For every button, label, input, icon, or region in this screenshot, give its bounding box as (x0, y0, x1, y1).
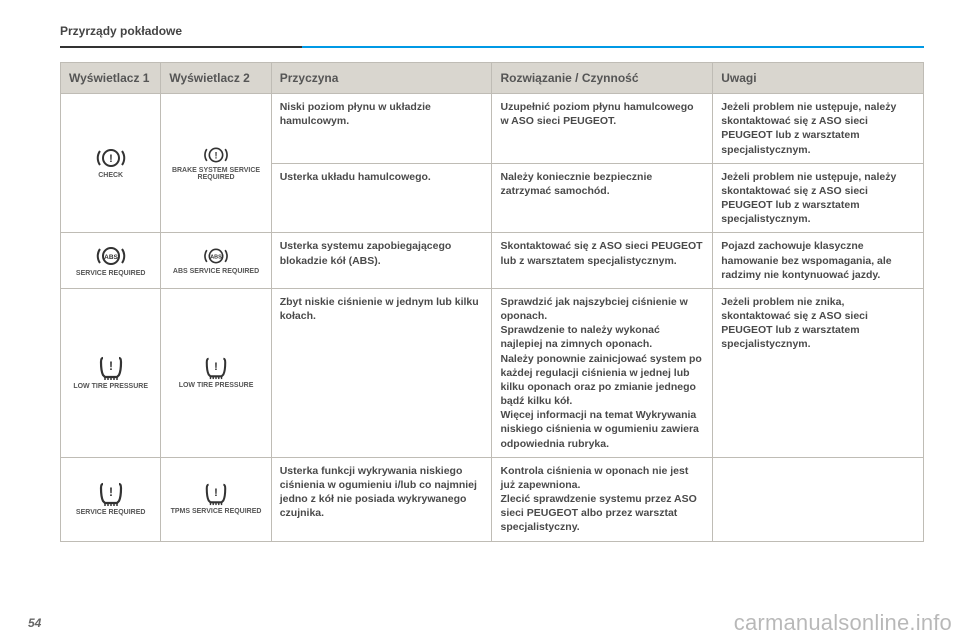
icon-caption: CHECK (98, 172, 123, 180)
svg-text:!: ! (215, 150, 218, 160)
page-number: 54 (28, 616, 41, 630)
table-row: ABS SERVICE REQUIRED ABS (61, 233, 924, 289)
cell-action: Skontaktować się z ASO sieci PEUGEOT lub… (492, 233, 713, 289)
brake-warning-icon: ! (202, 145, 230, 165)
icon-cell-abs-1: ABS SERVICE REQUIRED (61, 233, 161, 289)
icon-caption: ABS SERVICE REQUIRED (173, 268, 259, 276)
svg-text:!: ! (214, 361, 218, 373)
header-display1: Wyświetlacz 1 (61, 63, 161, 94)
table-row: ! LOW TIRE PRESSURE (61, 288, 924, 457)
cell-cause: Usterka funkcji wykrywania niskiego ciśn… (271, 457, 492, 541)
abs-warning-icon: ABS (95, 244, 127, 268)
icon-caption: BRAKE SYSTEM SERVICE REQUIRED (163, 167, 268, 182)
section-title: Przyrządy pokładowe (60, 24, 924, 38)
table-row: ! SERVICE REQUIRED (61, 457, 924, 541)
svg-text:!: ! (109, 485, 113, 499)
header-notes: Uwagi (713, 63, 924, 94)
icon-cell-tire-1: ! LOW TIRE PRESSURE (61, 288, 161, 457)
tpms-warning-icon: ! (97, 481, 125, 507)
cell-action: Uzupełnić poziom płynu hamulcowego w ASO… (492, 94, 713, 164)
tire-pressure-icon: ! (203, 356, 229, 380)
svg-text:!: ! (109, 359, 113, 373)
cell-notes: Jeżeli problem nie znika, skontaktować s… (713, 288, 924, 457)
cell-cause: Zbyt niskie ciśnienie w jednym lub kilku… (271, 288, 492, 457)
icon-cell-abs-2: ABS ABS SERVICE REQUIRED (161, 233, 271, 289)
brake-warning-icon: ! (95, 146, 127, 170)
svg-text:!: ! (109, 153, 113, 165)
icon-caption: LOW TIRE PRESSURE (73, 383, 148, 391)
svg-text:ABS: ABS (104, 254, 118, 261)
header-cause: Przyczyna (271, 63, 492, 94)
header-divider (60, 46, 924, 48)
cell-cause: Usterka systemu zapobiegającego blokadzi… (271, 233, 492, 289)
warning-table: Wyświetlacz 1 Wyświetlacz 2 Przyczyna Ro… (60, 62, 924, 542)
icon-caption: LOW TIRE PRESSURE (179, 382, 254, 390)
watermark-text: carmanualsonline.info (734, 610, 952, 636)
icon-cell-tpms-2: ! TPMS SERVICE REQUIRED (161, 457, 271, 541)
icon-cell-brake-1: ! CHECK (61, 94, 161, 233)
cell-notes: Jeżeli problem nie ustępuje, należy skon… (713, 163, 924, 233)
icon-cell-tpms-1: ! SERVICE REQUIRED (61, 457, 161, 541)
tpms-warning-icon: ! (203, 482, 229, 506)
header-action: Rozwiązanie / Czynność (492, 63, 713, 94)
icon-cell-brake-2: ! BRAKE SYSTEM SERVICE REQUIRED (161, 94, 271, 233)
cell-action: Należy koniecznie bezpiecznie zatrzymać … (492, 163, 713, 233)
icon-caption: SERVICE REQUIRED (76, 270, 146, 278)
cell-cause: Niski poziom płynu w układzie hamulcowym… (271, 94, 492, 164)
icon-caption: SERVICE REQUIRED (76, 509, 146, 517)
table-header-row: Wyświetlacz 1 Wyświetlacz 2 Przyczyna Ro… (61, 63, 924, 94)
cell-notes: Pojazd zachowuje klasyczne hamowanie bez… (713, 233, 924, 289)
cell-cause: Usterka układu hamulcowego. (271, 163, 492, 233)
svg-text:ABS: ABS (210, 254, 222, 260)
cell-notes: Jeżeli problem nie ustępuje, należy skon… (713, 94, 924, 164)
abs-warning-icon: ABS (202, 246, 230, 266)
header-display2: Wyświetlacz 2 (161, 63, 271, 94)
cell-notes (713, 457, 924, 541)
cell-action: Sprawdzić jak najszybciej ciśnienie w op… (492, 288, 713, 457)
page-container: Przyrządy pokładowe Wyświetlacz 1 Wyświe… (0, 0, 960, 542)
svg-text:!: ! (214, 487, 218, 499)
icon-caption: TPMS SERVICE REQUIRED (171, 508, 262, 516)
icon-cell-tire-2: ! LOW TIRE PRESSURE (161, 288, 271, 457)
tire-pressure-icon: ! (97, 355, 125, 381)
table-row: ! CHECK ! (61, 94, 924, 164)
cell-action: Kontrola ciśnienia w oponach nie jest ju… (492, 457, 713, 541)
